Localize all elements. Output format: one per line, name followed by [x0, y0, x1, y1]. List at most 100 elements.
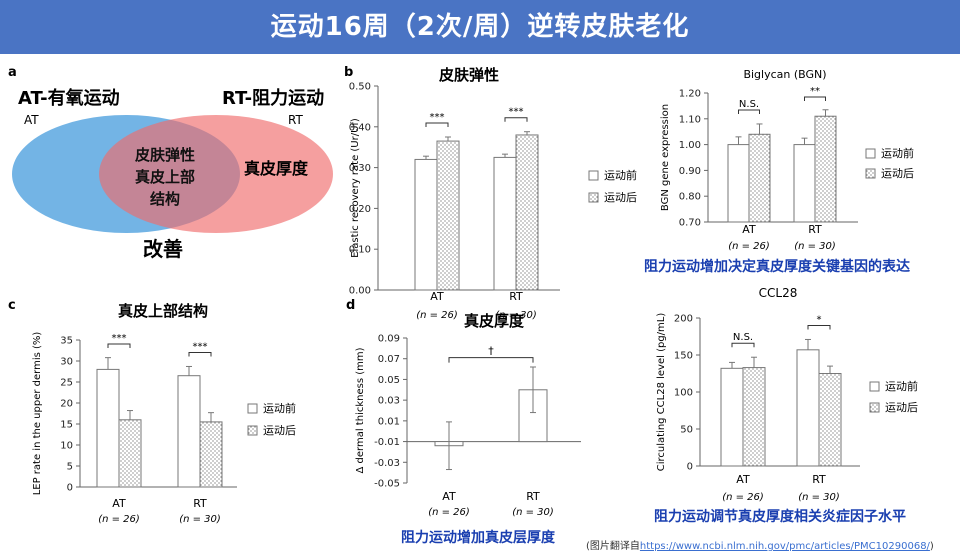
chart-d: d 真皮厚度 Δ dermal thickness (mm) -0.05 -0.03 -0…	[346, 298, 581, 546]
sample-size-label: (n = 30)	[794, 241, 836, 252]
chart-caption: 阻力运动增加真皮层厚度	[401, 529, 556, 546]
significance-bracket	[738, 109, 760, 114]
y-tick-label: 35	[60, 336, 73, 347]
y-tick-label: 200	[674, 314, 693, 325]
y-tick-label: 0.01	[378, 416, 400, 427]
y-tick-label: 0.90	[679, 166, 701, 177]
y-tick-label: 0.70	[679, 218, 701, 229]
x-tick-label: RT	[509, 290, 523, 303]
legend-label: 运动后	[885, 401, 918, 414]
y-tick-label: 0.40	[349, 122, 371, 133]
y-tick-label: -0.03	[374, 458, 400, 469]
significance-label: ***	[193, 341, 208, 352]
legend-label: 运动前	[881, 146, 914, 160]
chart-bgn: Biglycan (BGN) BGN gene expression 0.70 0.8…	[644, 68, 914, 275]
legend-label: 运动后	[263, 424, 296, 437]
bar-after	[818, 373, 842, 467]
y-tick-label: 0.50	[349, 82, 371, 93]
bar-before	[414, 158, 438, 291]
x-tick-label: AT	[442, 490, 456, 503]
at-title: AT-有氧运动	[18, 87, 120, 109]
bar-before	[796, 349, 820, 467]
y-tick-label: 0.07	[378, 354, 400, 365]
significance-label: ***	[430, 112, 445, 123]
bar-after	[199, 421, 223, 488]
significance-bracket	[807, 324, 831, 330]
y-tick-label: 100	[674, 388, 693, 399]
x-tick-label: RT	[193, 497, 207, 510]
bar-after	[436, 140, 460, 291]
x-tick-label: RT	[808, 223, 822, 236]
significance-bracket	[425, 122, 449, 127]
page-title: 运动16周（2次/周）逆转皮肤老化	[270, 12, 690, 42]
chart-title: 皮肤弹性	[439, 66, 499, 84]
y-tick-label: 0.10	[349, 245, 371, 256]
legend-label: 运动后	[881, 167, 914, 180]
significance-bracket	[188, 351, 212, 357]
legend-swatch	[588, 192, 599, 203]
legend-swatch	[865, 148, 876, 159]
legend-swatch	[247, 403, 258, 414]
source-note: (图片翻译自https://www.ncbi.nlm.nih.gov/pmc/a…	[586, 539, 934, 552]
bar-before	[493, 156, 517, 291]
panel-letter-c: c	[8, 298, 16, 313]
venn-overlap-line: 真皮上部	[135, 168, 195, 186]
bar-before	[793, 144, 816, 223]
legend-swatch	[865, 168, 876, 179]
chart-caption: 阻力运动调节真皮厚度相关炎症因子水平	[654, 508, 906, 525]
sample-size-label: (n = 30)	[495, 310, 537, 321]
legend-swatch	[588, 170, 599, 181]
significance-label: **	[810, 86, 820, 97]
y-tick-label: 15	[60, 420, 73, 431]
panel-letter-a: a	[8, 65, 17, 80]
legend-swatch	[869, 402, 880, 413]
panel-letter-b: b	[344, 65, 353, 80]
y-tick-label: 0.09	[378, 334, 400, 345]
significance-bracket	[107, 343, 131, 348]
x-tick-label: RT	[812, 473, 826, 486]
chart-title: CCL28	[759, 286, 798, 300]
sample-size-label: (n = 30)	[798, 492, 840, 503]
y-tick-label: 25	[60, 378, 73, 389]
y-tick-label: 0.30	[349, 163, 371, 174]
panel-letter-d: d	[346, 298, 355, 313]
legend-label: 运动前	[885, 379, 918, 393]
significance-label: *	[817, 314, 822, 325]
venn-caption: 改善	[143, 237, 183, 261]
bar-after	[748, 133, 771, 223]
y-tick-label: 20	[60, 399, 73, 410]
y-axis-label: Circulating CCL28 level (pg/mL)	[656, 313, 667, 472]
venn-overlap-line: 结构	[150, 190, 180, 208]
significance-bracket	[804, 96, 826, 101]
sample-size-label: (n = 26)	[428, 507, 470, 518]
x-tick-label: AT	[736, 473, 750, 486]
rt-title: RT-阻力运动	[222, 88, 324, 109]
y-axis-label: Elastic recovery rate (Ur/Uf)	[350, 118, 361, 258]
source-suffix: )	[930, 541, 934, 552]
title-banner	[0, 0, 960, 54]
bar-after	[118, 419, 142, 488]
sample-size-label: (n = 26)	[728, 241, 770, 252]
significance-label: N.S.	[733, 332, 753, 343]
significance-label: ***	[509, 107, 524, 118]
chart-b: b 皮肤弹性 Elastic recovery rate (Ur/Uf) 0.00 0.…	[344, 65, 637, 321]
y-tick-label: 10	[60, 441, 73, 452]
chart-ccl: CCL28 Circulating CCL28 level (pg/mL) 0 50 1…	[654, 286, 918, 525]
y-tick-label: 50	[680, 425, 693, 436]
chart-title: 真皮厚度	[464, 312, 525, 330]
rt-small-label: RT	[288, 113, 303, 127]
sample-size-label: (n = 30)	[512, 507, 554, 518]
sample-size-label: (n = 26)	[722, 492, 764, 503]
y-tick-label: 5	[67, 462, 73, 473]
legend-label: 运动后	[604, 191, 637, 204]
y-tick-label: 1.20	[679, 89, 701, 100]
chart-caption: 阻力运动增加决定真皮厚度关键基因的表达	[644, 258, 910, 275]
venn-rt-circle	[99, 115, 333, 233]
venn-rt-only-label: 真皮厚度	[244, 159, 309, 178]
source-link[interactable]: https://www.ncbi.nlm.nih.gov/pmc/article…	[640, 541, 931, 552]
significance-label: N.S.	[739, 99, 759, 110]
sample-size-label: (n = 26)	[416, 310, 458, 321]
y-tick-label: 0	[67, 483, 73, 494]
x-tick-label: AT	[112, 497, 126, 510]
bar-before	[177, 375, 201, 488]
